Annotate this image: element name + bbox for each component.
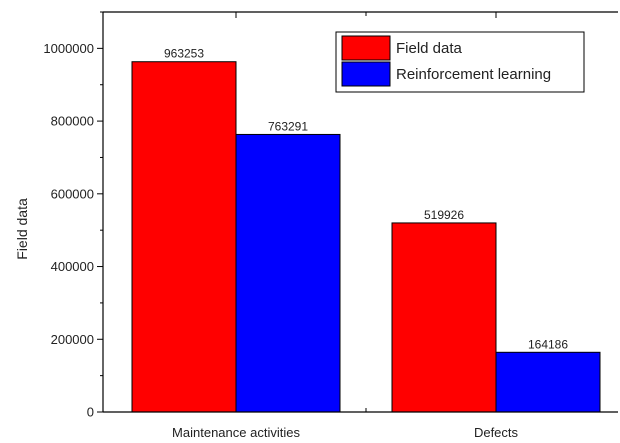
bar-field-data-0: [131, 61, 237, 413]
bar-reinforcement-learning-1: [495, 351, 601, 413]
bar-field-data-1: [391, 222, 497, 413]
legend-swatch-0: [341, 35, 391, 61]
y-tick-label-0: 0: [87, 405, 94, 420]
legend-label-1: Reinforcement learning: [396, 66, 551, 83]
data-labels-layer: 963253 763291 519926 164186: [164, 47, 568, 352]
y-tick-label-4: 800000: [51, 114, 94, 129]
y-tick-label-2: 400000: [51, 259, 94, 274]
bar-reinforcement-learning-0: [235, 133, 341, 413]
y-axis-title: Field data: [14, 198, 30, 260]
y-tick-label-5: 1000000: [43, 41, 94, 56]
data-label-1-1: 164186: [528, 337, 568, 351]
data-label-0-1: 519926: [424, 208, 464, 222]
data-label-0-0: 963253: [164, 47, 204, 61]
y-tick-label-3: 600000: [51, 186, 94, 201]
axes-layer: Maintenance activities Defects 0 200000 4000…: [43, 11, 618, 440]
legend: Field data Reinforcement learning: [335, 31, 585, 93]
data-label-1-0: 763291: [268, 119, 308, 133]
y-tick-label-1: 200000: [51, 332, 94, 347]
legend-swatch-1: [341, 61, 391, 87]
x-tick-label-0: Maintenance activities: [172, 425, 300, 440]
x-tick-label-1: Defects: [474, 425, 519, 440]
legend-label-0: Field data: [396, 40, 463, 57]
bars-layer: [131, 61, 601, 413]
